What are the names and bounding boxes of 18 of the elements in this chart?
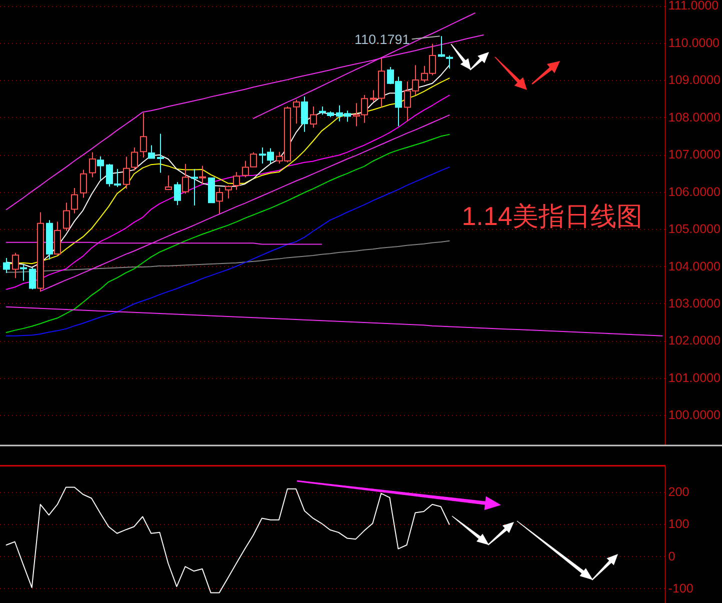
y-tick-label: 107.0000	[668, 148, 720, 162]
y-tick-label: 103.0000	[668, 296, 720, 310]
y-tick-label: 100.0000	[668, 408, 720, 422]
y-tick-label: -100	[668, 582, 694, 596]
y-tick-label: 0	[668, 549, 676, 564]
y-tick-label: 200	[668, 484, 690, 499]
y-tick-label: 111.0000	[668, 0, 719, 13]
y-tick-label: 110.0000	[668, 36, 720, 50]
y-tick-label: 100	[668, 517, 690, 532]
y-tick-label: 102.0000	[668, 334, 720, 348]
y-tick-label: 108.0000	[668, 110, 720, 124]
annotation: 1.14美指日线图	[462, 201, 642, 232]
y-tick-label: 109.0000	[668, 73, 720, 88]
y-tick-label: 105.0000	[668, 222, 720, 236]
y-tick-label: 106.0000	[668, 184, 720, 199]
annotation: 110.1791	[354, 32, 410, 48]
y-tick-label: 101.0000	[668, 370, 720, 385]
y-tick-label: 104.0000	[668, 259, 720, 274]
